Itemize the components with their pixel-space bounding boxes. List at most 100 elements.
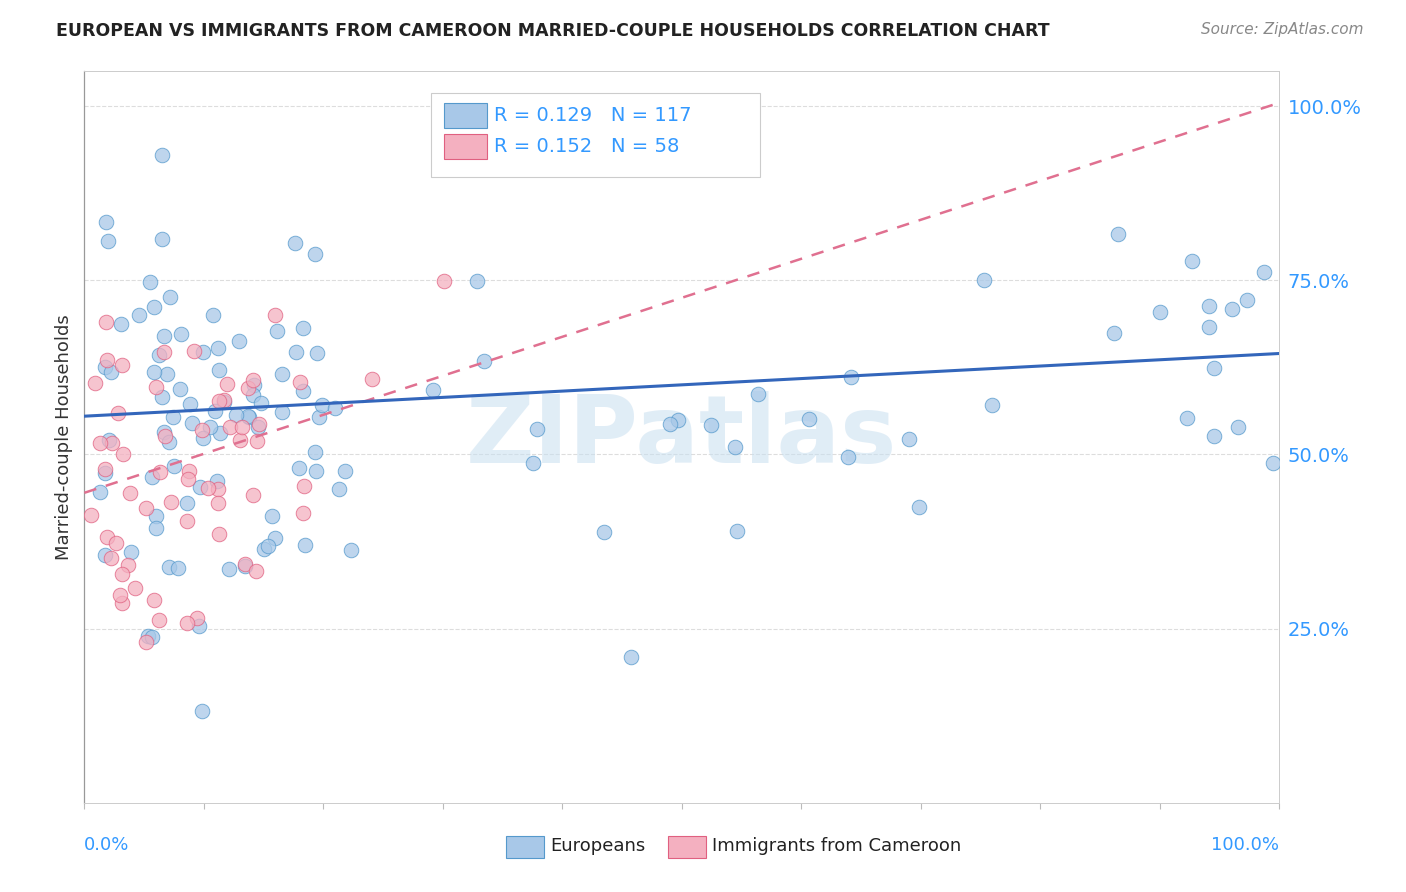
Point [100,366,122,380]
Point [465,275,488,289]
Point [169,382,191,396]
Point [724,440,747,454]
Point [135,634,157,648]
Point [176,496,198,510]
Point [94,360,117,375]
Point [247,417,270,431]
Point [89,485,111,500]
Point [219,420,242,434]
Point [242,488,264,502]
Point [1149,305,1171,319]
Point [111,447,134,461]
Point [150,148,173,162]
Text: Immigrants from Cameroon: Immigrants from Cameroon [711,837,962,855]
Point [246,419,269,434]
Point [1222,302,1244,317]
Point [162,409,184,424]
Point [104,536,127,550]
Point [207,482,229,496]
Point [153,425,176,439]
Point [159,495,181,509]
Point [325,401,347,415]
Point [143,300,166,314]
Point [256,539,278,553]
Point [292,321,315,335]
Point [340,543,363,558]
Text: 100.0%: 100.0% [1212,836,1279,854]
Point [96,530,118,544]
Point [308,410,330,425]
Point [100,551,122,566]
Point [1253,264,1275,278]
Point [328,482,350,496]
Point [208,425,231,440]
Point [94,549,117,563]
Point [1198,319,1220,334]
Point [294,538,316,552]
Point [292,384,315,399]
Point [1202,360,1225,375]
FancyBboxPatch shape [506,836,544,858]
Point [225,408,247,422]
Point [262,508,284,523]
Point [148,348,170,362]
Point [1261,456,1284,470]
Text: 0.0%: 0.0% [84,836,129,854]
Point [233,557,256,571]
Point [145,380,167,394]
Point [157,434,180,449]
Point [159,560,181,574]
Point [839,370,862,384]
Point [214,392,236,407]
Point [153,429,176,443]
Point [142,364,165,378]
Text: R = 0.129   N = 117: R = 0.129 N = 117 [495,106,692,125]
Point [148,613,170,627]
Point [208,394,231,409]
Point [207,496,229,510]
Point [266,324,288,338]
Point [145,521,167,535]
Point [208,363,231,377]
Point [361,372,384,386]
Point [1227,420,1250,434]
Point [204,404,226,418]
Point [1204,428,1226,442]
Point [1102,326,1125,341]
Point [292,506,315,520]
Point [201,308,224,322]
Point [666,412,689,426]
Point [149,465,172,479]
Point [233,558,256,573]
Point [1198,299,1220,313]
Point [1181,254,1204,268]
Point [79,508,101,522]
Point [243,377,266,392]
Point [592,525,614,540]
Point [304,444,326,458]
Point [898,433,921,447]
Point [264,531,287,545]
Point [229,434,252,448]
Point [94,462,117,476]
Point [238,410,260,425]
Point [287,461,309,475]
Point [284,345,307,359]
Point [177,472,200,486]
Point [156,367,179,381]
Point [142,592,165,607]
Point [186,610,208,624]
Text: Europeans: Europeans [551,837,645,855]
Point [207,341,229,355]
Point [180,416,202,430]
Point [141,469,163,483]
Point [837,450,859,464]
Point [270,368,292,382]
Point [128,308,150,322]
Point [1107,227,1129,241]
Point [238,409,260,423]
Point [250,396,273,410]
Point [111,566,134,581]
Point [284,236,307,251]
Point [111,358,134,372]
